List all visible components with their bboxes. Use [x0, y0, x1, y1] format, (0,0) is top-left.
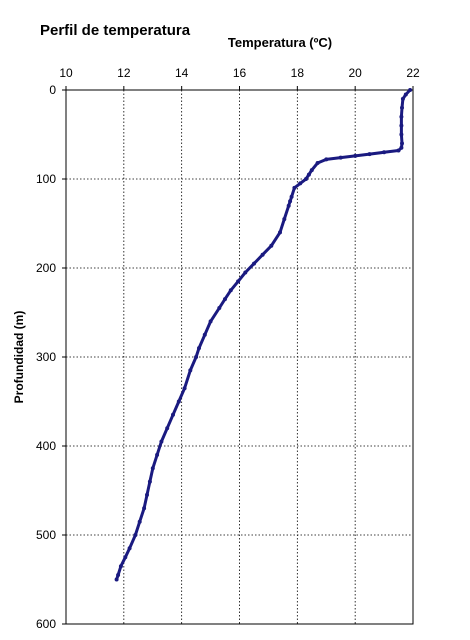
- data-point: [145, 492, 149, 497]
- data-point: [159, 439, 164, 444]
- series-line: [115, 88, 412, 581]
- x-tick-labels: 10 12 14 16 18 20 22: [59, 66, 420, 80]
- data-point: [182, 386, 187, 391]
- chart-title: Perfil de temperatura: [40, 22, 191, 39]
- data-point: [315, 161, 320, 165]
- data-point: [338, 155, 343, 160]
- data-point: [309, 168, 314, 173]
- data-point: [396, 148, 401, 153]
- data-point: [236, 279, 241, 284]
- x-tick-label: 18: [291, 66, 305, 80]
- data-point: [155, 452, 160, 457]
- data-point: [292, 185, 297, 190]
- data-point: [399, 114, 404, 119]
- y-tick-label: 500: [36, 528, 56, 542]
- x-axis-label: Temperatura (ºC): [228, 35, 332, 50]
- data-point: [408, 88, 413, 92]
- x-tick-label: 16: [233, 66, 247, 80]
- data-point: [400, 96, 405, 101]
- data-point: [228, 288, 233, 293]
- data-point: [150, 466, 155, 471]
- data-point: [137, 519, 142, 524]
- data-point: [306, 172, 311, 177]
- data-point: [188, 368, 193, 373]
- y-tick-label: 100: [36, 172, 56, 186]
- data-point: [400, 141, 404, 146]
- y-tick-label: 400: [36, 439, 56, 453]
- data-point: [123, 555, 128, 560]
- data-point: [114, 577, 119, 582]
- data-point: [252, 261, 256, 266]
- x-tick-label: 22: [406, 66, 420, 80]
- data-point: [165, 426, 170, 431]
- data-point: [324, 157, 329, 162]
- x-tick-label: 20: [348, 66, 362, 80]
- data-point: [399, 123, 404, 128]
- data-point: [403, 92, 408, 97]
- data-point: [147, 479, 152, 484]
- data-point: [289, 194, 294, 199]
- data-point: [269, 243, 274, 248]
- y-tick-label: 300: [36, 350, 56, 364]
- data-point: [208, 319, 213, 324]
- x-tick-label: 12: [117, 66, 131, 80]
- data-point: [176, 399, 181, 404]
- data-point: [399, 132, 404, 137]
- data-point: [202, 332, 207, 337]
- y-tick-labels: 0 100 200 300 400 500 600: [36, 83, 56, 631]
- data-point: [127, 546, 132, 551]
- y-tick-label: 0: [49, 83, 56, 97]
- data-point: [288, 199, 293, 204]
- data-point: [282, 217, 287, 222]
- data-point: [116, 573, 121, 577]
- data-point: [382, 150, 387, 155]
- data-point: [260, 252, 265, 257]
- data-point: [197, 346, 201, 351]
- data-point: [367, 152, 372, 157]
- grid-lines: [62, 86, 414, 625]
- data-point: [243, 270, 248, 275]
- data-point: [353, 153, 358, 158]
- data-series: [114, 88, 413, 582]
- data-point: [298, 181, 303, 186]
- data-point: [171, 412, 175, 417]
- data-point: [142, 506, 147, 511]
- data-point: [399, 145, 404, 150]
- data-point: [286, 203, 291, 208]
- data-point: [223, 297, 227, 302]
- data-point: [400, 105, 404, 110]
- y-tick-label: 200: [36, 261, 56, 275]
- data-point: [217, 306, 222, 310]
- y-axis-label: Profundidad (m): [12, 311, 26, 404]
- x-tick-label: 10: [59, 66, 73, 80]
- data-point: [133, 533, 138, 537]
- y-tick-label: 600: [36, 617, 56, 631]
- data-point: [194, 355, 199, 359]
- data-point: [278, 230, 282, 235]
- x-tick-label: 14: [175, 66, 189, 80]
- data-point: [304, 177, 308, 181]
- data-point: [118, 564, 123, 569]
